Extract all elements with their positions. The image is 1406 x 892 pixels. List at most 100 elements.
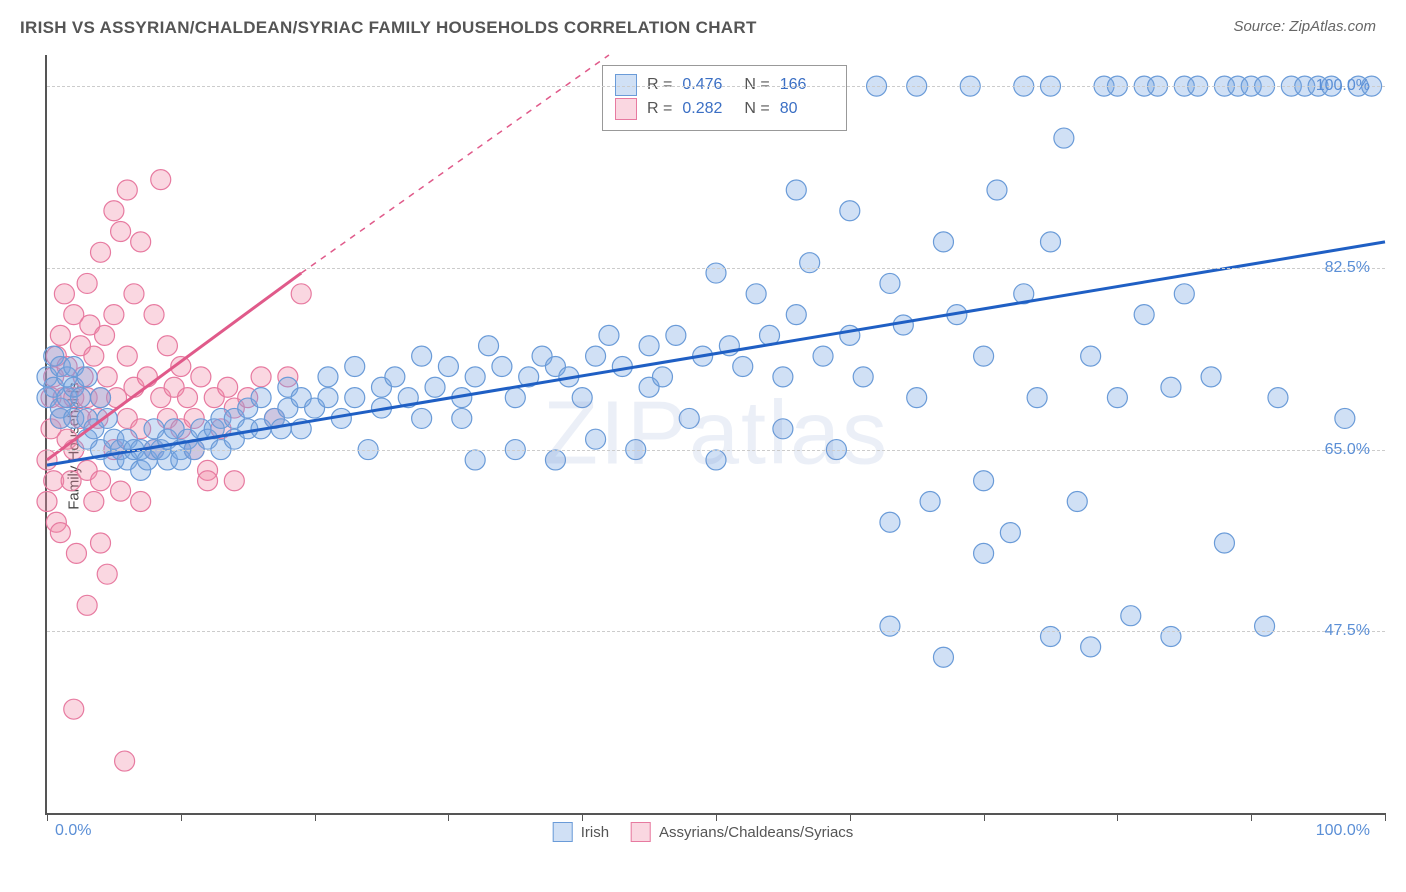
data-point (706, 450, 726, 470)
data-point (77, 273, 97, 293)
x-tick (181, 813, 182, 821)
stats-row-irish: R = 0.476 N = 166 (615, 74, 832, 96)
data-point (786, 180, 806, 200)
data-point (115, 751, 135, 771)
data-point (733, 357, 753, 377)
data-point (679, 408, 699, 428)
data-point (1134, 305, 1154, 325)
data-point (1107, 388, 1127, 408)
data-point (599, 325, 619, 345)
data-point (880, 616, 900, 636)
data-point (880, 273, 900, 293)
data-point (1255, 616, 1275, 636)
trend-line (301, 55, 609, 273)
data-point (97, 564, 117, 584)
x-tick (1117, 813, 1118, 821)
data-point (773, 419, 793, 439)
data-point (151, 170, 171, 190)
chart-svg (47, 55, 1385, 813)
chart-source: Source: ZipAtlas.com (1233, 18, 1376, 38)
legend-item-irish: Irish (553, 822, 609, 842)
data-point (177, 388, 197, 408)
data-point (1041, 626, 1061, 646)
r-value-pink: 0.282 (682, 100, 734, 118)
data-point (291, 284, 311, 304)
data-point (1121, 606, 1141, 626)
data-point (84, 346, 104, 366)
stats-row-pink: R = 0.282 N = 80 (615, 98, 832, 120)
data-point (773, 367, 793, 387)
data-point (907, 388, 927, 408)
data-point (1161, 626, 1181, 646)
x-min-label: 0.0% (55, 822, 91, 840)
chart-header: IRISH VS ASSYRIAN/CHALDEAN/SYRIAC FAMILY… (0, 0, 1406, 48)
data-point (91, 242, 111, 262)
data-point (652, 367, 672, 387)
data-point (1054, 128, 1074, 148)
data-point (853, 367, 873, 387)
data-point (318, 367, 338, 387)
data-point (746, 284, 766, 304)
data-point (974, 346, 994, 366)
data-point (345, 357, 365, 377)
data-point (1214, 533, 1234, 553)
y-tick-label: 47.5% (1325, 622, 1370, 640)
data-point (345, 388, 365, 408)
data-point (893, 315, 913, 335)
data-point (91, 471, 111, 491)
data-point (920, 491, 940, 511)
data-point (1041, 232, 1061, 252)
x-tick (984, 813, 985, 821)
stats-swatch-irish (615, 74, 637, 96)
y-tick-label: 65.0% (1325, 441, 1370, 459)
data-point (974, 471, 994, 491)
data-point (479, 336, 499, 356)
n-value-irish: 166 (780, 76, 832, 94)
data-point (385, 367, 405, 387)
data-point (800, 253, 820, 273)
stats-swatch-pink (615, 98, 637, 120)
data-point (492, 357, 512, 377)
x-tick (1385, 813, 1386, 821)
data-point (933, 232, 953, 252)
data-point (1000, 523, 1020, 543)
legend-label-irish: Irish (581, 824, 609, 841)
x-tick (582, 813, 583, 821)
data-point (37, 491, 57, 511)
data-point (91, 388, 111, 408)
n-value-pink: 80 (780, 100, 832, 118)
data-point (639, 336, 659, 356)
data-point (111, 481, 131, 501)
data-point (91, 533, 111, 553)
data-point (666, 325, 686, 345)
data-point (251, 388, 271, 408)
data-point (104, 305, 124, 325)
data-point (1201, 367, 1221, 387)
data-point (111, 222, 131, 242)
gridline (47, 268, 1385, 269)
data-point (131, 491, 151, 511)
data-point (104, 201, 124, 221)
x-tick (716, 813, 717, 821)
data-point (1268, 388, 1288, 408)
data-point (70, 388, 90, 408)
data-point (412, 408, 432, 428)
data-point (786, 305, 806, 325)
data-point (505, 388, 525, 408)
data-point (131, 232, 151, 252)
data-point (933, 647, 953, 667)
data-point (50, 523, 70, 543)
data-point (974, 543, 994, 563)
data-point (50, 325, 70, 345)
data-point (144, 305, 164, 325)
data-point (224, 471, 244, 491)
data-point (97, 367, 117, 387)
data-point (586, 346, 606, 366)
x-tick (448, 813, 449, 821)
r-label: R = (647, 76, 672, 94)
data-point (1081, 637, 1101, 657)
data-point (465, 367, 485, 387)
data-point (1335, 408, 1355, 428)
data-point (586, 429, 606, 449)
data-point (1081, 346, 1101, 366)
